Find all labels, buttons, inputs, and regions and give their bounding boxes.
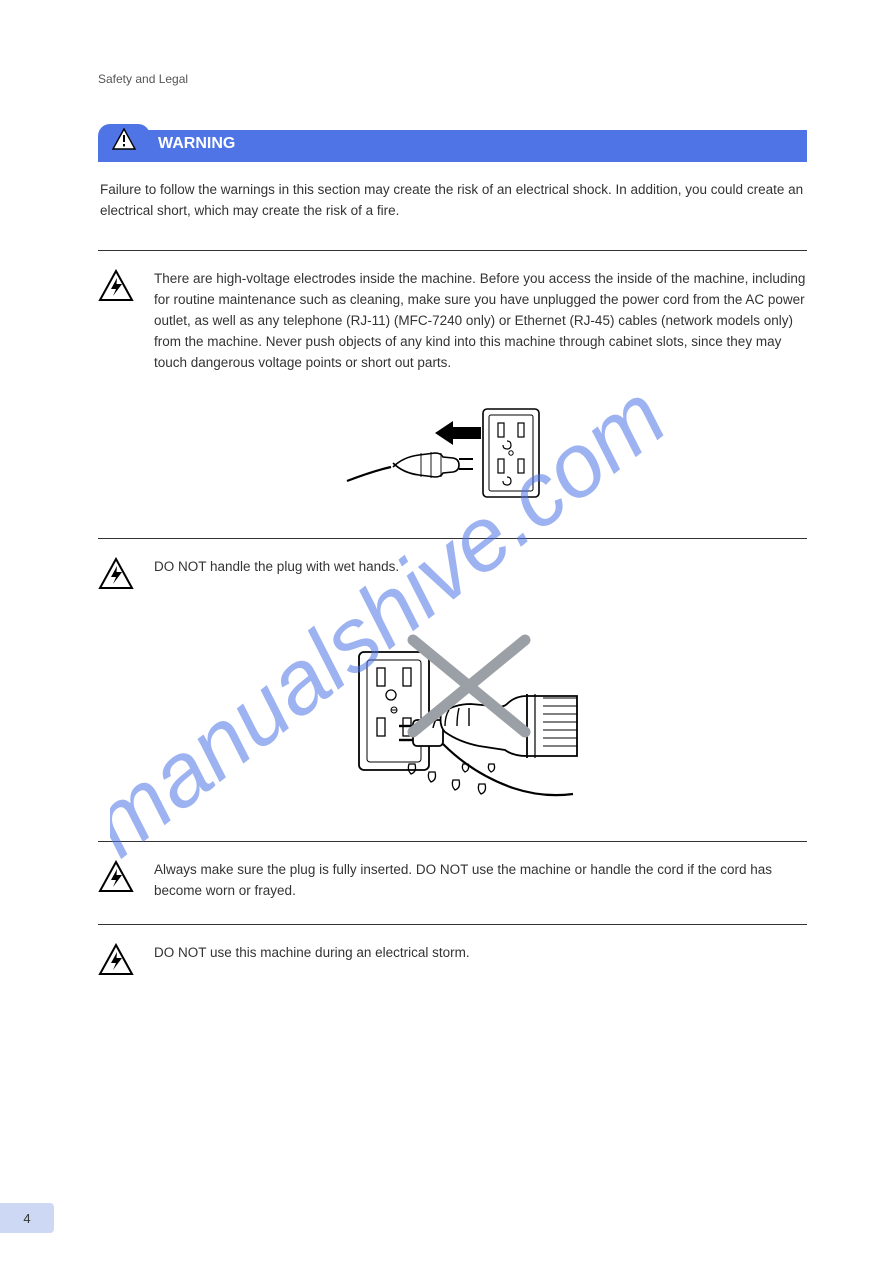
warning-bar: WARNING: [98, 130, 807, 162]
page-number-tab: 4: [0, 1203, 54, 1233]
electric-hazard-icon: [98, 557, 138, 596]
electric-hazard-icon: [98, 269, 138, 374]
page-number: 4: [23, 1211, 30, 1226]
section-text: Always make sure the plug is fully inser…: [154, 860, 807, 902]
warning-label: WARNING: [158, 135, 235, 153]
section-wet-hands: DO NOT handle the plug with wet hands.: [98, 538, 807, 841]
top-label: Safety and Legal: [98, 72, 807, 86]
section-plug-inserted: Always make sure the plug is fully inser…: [98, 841, 807, 924]
figure-wet-hand-outlet: [98, 614, 807, 819]
section-high-voltage: There are high-voltage electrodes inside…: [98, 250, 807, 539]
intro-text: Failure to follow the warnings in this s…: [100, 180, 807, 222]
section-text: DO NOT handle the plug with wet hands.: [154, 557, 807, 596]
section-text: DO NOT use this machine during an electr…: [154, 943, 807, 982]
electric-hazard-icon: [98, 860, 138, 902]
electric-hazard-icon: [98, 943, 138, 982]
section-text: There are high-voltage electrodes inside…: [154, 269, 807, 374]
warning-triangle-icon: [112, 128, 136, 155]
section-electrical-storm: DO NOT use this machine during an electr…: [98, 924, 807, 1004]
figure-plug-outlet: [98, 391, 807, 516]
